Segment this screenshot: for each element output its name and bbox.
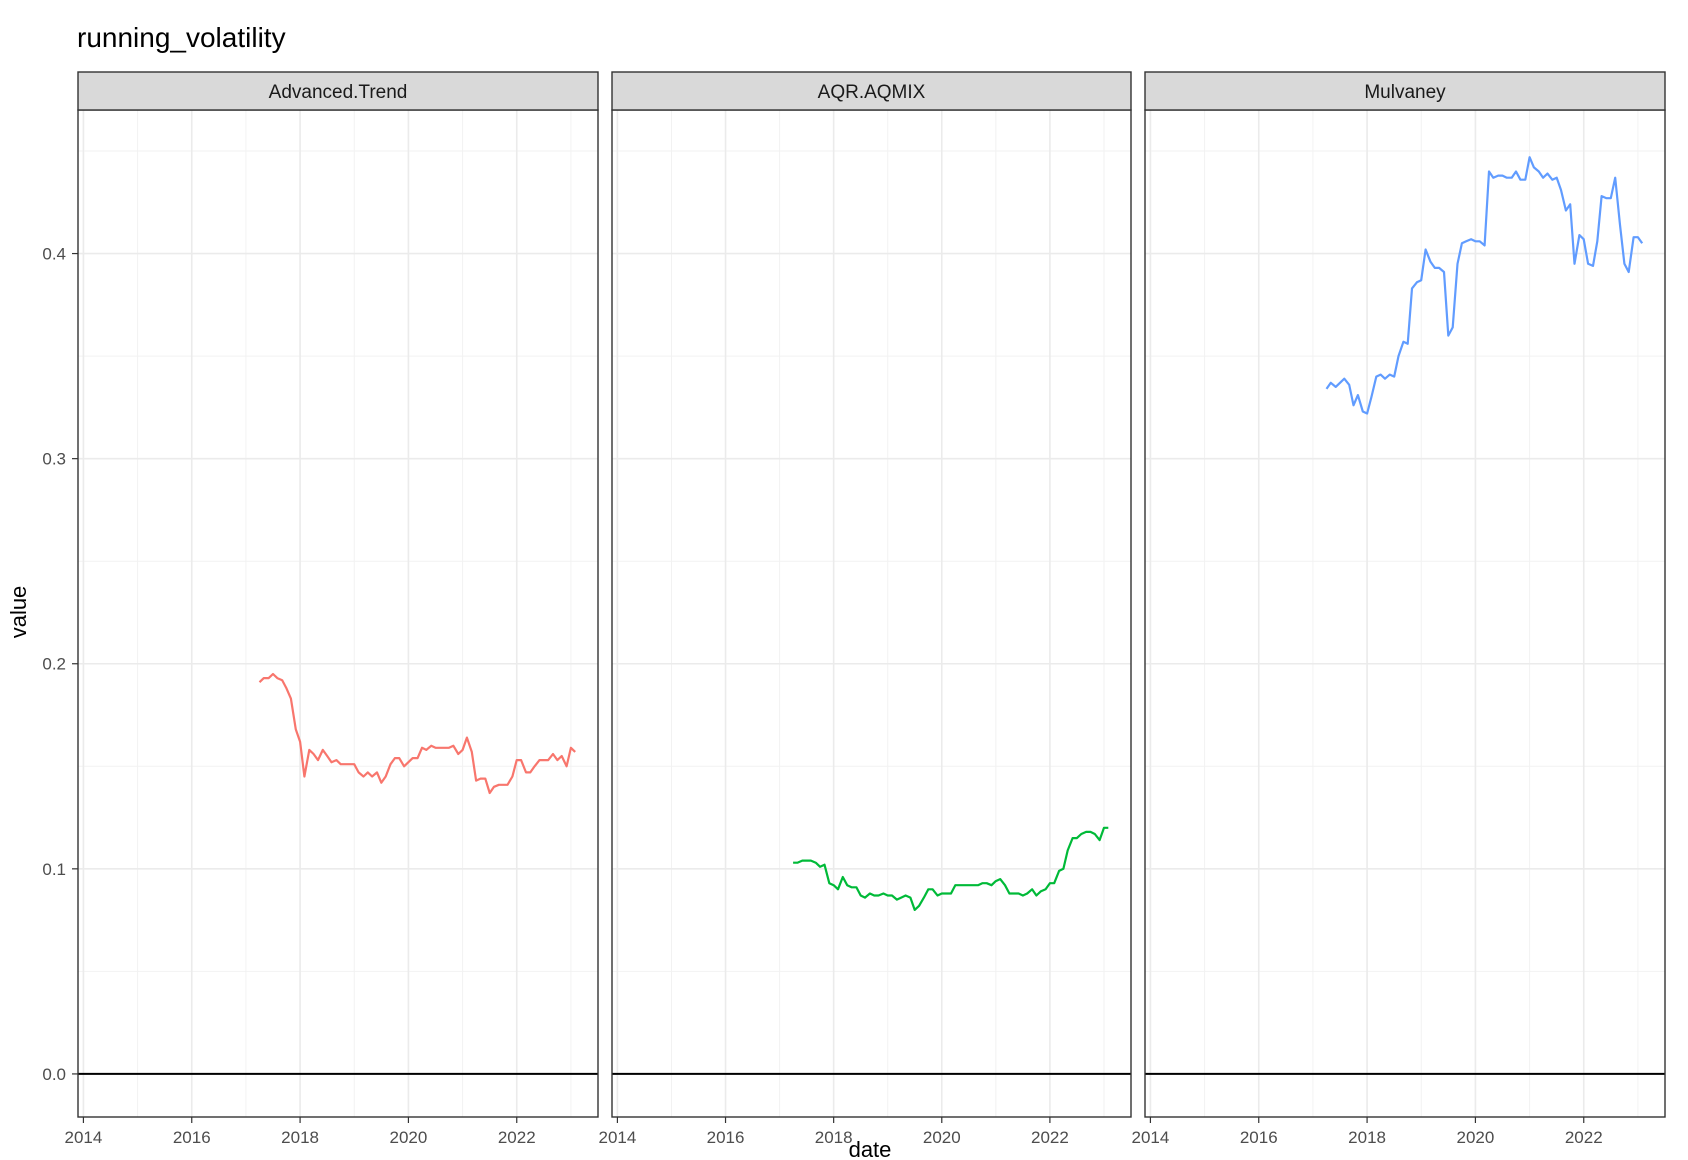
facet-panel-mulvaney: Mulvaney 2014 2016 2018 2020 2022 xyxy=(1132,71,1666,1147)
facet-strip xyxy=(77,71,599,111)
panel-background xyxy=(612,110,1131,1117)
y-tick-label: 0.0 xyxy=(42,1065,66,1084)
series-line-advanced-trend xyxy=(258,672,576,795)
x-tick-label: 2014 xyxy=(598,1128,636,1147)
x-tick-label: 2016 xyxy=(707,1128,745,1147)
y-tick-label: 0.4 xyxy=(42,245,66,264)
x-tick-label: 2018 xyxy=(1348,1128,1386,1147)
x-tick-label: 2022 xyxy=(498,1128,536,1147)
facet-strip xyxy=(611,71,1132,111)
x-tick-label: 2018 xyxy=(815,1128,853,1147)
x-tick-label: 2020 xyxy=(923,1128,961,1147)
y-tick-label: 0.2 xyxy=(42,655,66,674)
y-tick-label: 0.3 xyxy=(42,450,66,469)
panel-background xyxy=(78,110,598,1117)
facet-strip-label: AQR.AQMIX xyxy=(818,82,926,103)
chart-title: running_volatility xyxy=(77,22,286,53)
series-line-mulvaney xyxy=(1325,156,1644,415)
x-tick-label: 2016 xyxy=(1240,1128,1278,1147)
x-tick-label: 2016 xyxy=(173,1128,211,1147)
facet-panel-aqr-aqmix: AQR.AQMIX 2014 2016 2018 2020 2022 xyxy=(598,71,1132,1147)
x-tick-label: 2014 xyxy=(1132,1128,1170,1147)
panel-background xyxy=(1145,110,1665,1117)
x-tick-label: 2020 xyxy=(390,1128,428,1147)
facet-strip-label: Advanced.Trend xyxy=(269,82,408,103)
panels: 0.0 0.1 0.2 0.3 0.4 Advanced.Trend 2014 2016 201… xyxy=(42,71,1666,1147)
series-line-aqr-aqmix xyxy=(793,826,1109,912)
facet-panel-advanced-trend: Advanced.Trend 2014 2016 2018 2020 2022 xyxy=(65,71,599,1147)
x-tick-label: 2020 xyxy=(1457,1128,1495,1147)
y-tick-label: 0.1 xyxy=(42,860,66,879)
facet-strip xyxy=(1144,71,1666,111)
x-axis-title: date xyxy=(849,1137,892,1160)
y-axis-title: value xyxy=(6,586,31,639)
x-tick-label: 2022 xyxy=(1565,1128,1603,1147)
x-tick-label: 2014 xyxy=(65,1128,103,1147)
x-tick-label: 2022 xyxy=(1031,1128,1069,1147)
x-tick-label: 2018 xyxy=(281,1128,319,1147)
facet-strip-label: Mulvaney xyxy=(1364,82,1446,103)
